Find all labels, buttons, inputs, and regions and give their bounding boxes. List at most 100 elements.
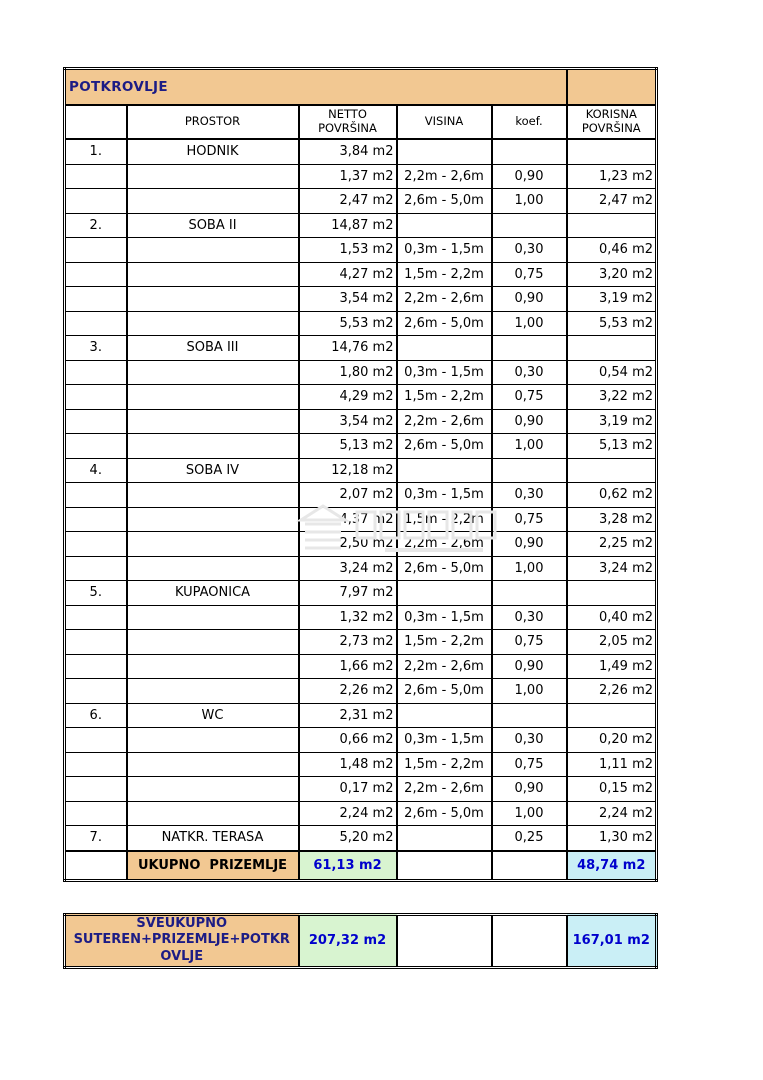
table-row: 1,32 m2 0,3m - 1,5m 0,30 0,40 m2	[63, 604, 658, 630]
cell-koef: 0,75	[490, 506, 568, 532]
cell-korisna: 3,22 m2	[565, 384, 658, 410]
cell-koef: 0,90	[490, 531, 568, 557]
cell-prostor	[125, 727, 300, 753]
cell-num: 1.	[63, 138, 128, 165]
table-row: 0,17 m2 2,2m - 2,6m 0,90 0,15 m2	[63, 776, 658, 802]
cell-koef: 0,30	[490, 482, 568, 508]
cell-korisna: 0,46 m2	[565, 237, 658, 263]
cell-prostor	[125, 604, 300, 630]
cell-num	[63, 653, 128, 679]
cell-korisna: 3,19 m2	[565, 408, 658, 434]
cell-koef: 1,00	[490, 188, 568, 214]
table-row: 5,53 m2 2,6m - 5,0m 1,00 5,53 m2	[63, 310, 658, 336]
cell-prostor	[125, 163, 300, 189]
grand-total-koef-empty	[490, 913, 568, 968]
table-row: 5. KUPAONICA 7,97 m2	[63, 580, 658, 606]
cell-korisna	[565, 580, 658, 606]
cell-koef	[490, 702, 568, 728]
cell-num	[63, 261, 128, 287]
cell-visina: 2,2m - 2,6m	[395, 776, 493, 802]
cell-visina: 2,6m - 5,0m	[395, 188, 493, 214]
cell-num	[63, 751, 128, 777]
table-row: 1,80 m2 0,3m - 1,5m 0,30 0,54 m2	[63, 359, 658, 385]
table-row: 2,50 m2 2,2m - 2,6m 0,90 2,25 m2	[63, 531, 658, 557]
table-row: 6. WC 2,31 m2	[63, 702, 658, 728]
area-calculation-sheet: POTKROVLJE PROSTOR NETTO POVRŠINA VISINA…	[63, 67, 659, 969]
cell-korisna	[565, 457, 658, 483]
cell-korisna	[565, 335, 658, 361]
table-row: 2,47 m2 2,6m - 5,0m 1,00 2,47 m2	[63, 188, 658, 214]
cell-netto: 2,26 m2	[297, 678, 398, 704]
cell-netto: 5,13 m2	[297, 433, 398, 459]
cell-netto: 14,76 m2	[297, 335, 398, 361]
cell-num	[63, 678, 128, 704]
cell-prostor: SOBA IV	[125, 457, 300, 483]
cell-visina: 2,6m - 5,0m	[395, 678, 493, 704]
cell-visina	[395, 580, 493, 606]
cell-netto: 2,50 m2	[297, 531, 398, 557]
cell-netto: 3,54 m2	[297, 408, 398, 434]
grand-total-korisna-value: 167,01 m2	[565, 913, 658, 968]
cell-koef: 0,90	[490, 653, 568, 679]
cell-prostor: HODNIK	[125, 138, 300, 165]
cell-korisna: 2,25 m2	[565, 531, 658, 557]
cell-num: 7.	[63, 825, 128, 851]
cell-koef: 0,90	[490, 776, 568, 802]
cell-korisna: 1,49 m2	[565, 653, 658, 679]
table-row: 2,07 m2 0,3m - 1,5m 0,30 0,62 m2	[63, 482, 658, 508]
table-row: 3,54 m2 2,2m - 2,6m 0,90 3,19 m2	[63, 286, 658, 312]
cell-koef: 1,00	[490, 678, 568, 704]
cell-netto: 3,24 m2	[297, 555, 398, 581]
cell-netto: 1,53 m2	[297, 237, 398, 263]
cell-visina: 2,2m - 2,6m	[395, 408, 493, 434]
cell-prostor	[125, 286, 300, 312]
cell-prostor	[125, 800, 300, 826]
cell-prostor	[125, 433, 300, 459]
potkrovlje-table: POTKROVLJE PROSTOR NETTO POVRŠINA VISINA…	[63, 67, 659, 882]
table-row: 7. NATKR. TERASA 5,20 m2 0,25 1,30 m2	[63, 825, 658, 851]
cell-korisna	[565, 702, 658, 728]
section-title-spacer	[565, 68, 658, 106]
cell-visina: 0,3m - 1,5m	[395, 237, 493, 263]
cell-prostor	[125, 506, 300, 532]
cell-num	[63, 555, 128, 581]
cell-korisna: 3,20 m2	[565, 261, 658, 287]
cell-prostor: KUPAONICA	[125, 580, 300, 606]
table-row: 2,26 m2 2,6m - 5,0m 1,00 2,26 m2	[63, 678, 658, 704]
table-row: 1,37 m2 2,2m - 2,6m 0,90 1,23 m2	[63, 163, 658, 189]
cell-korisna: 0,20 m2	[565, 727, 658, 753]
cell-num: 3.	[63, 335, 128, 361]
table-row: 3,24 m2 2,6m - 5,0m 1,00 3,24 m2	[63, 555, 658, 581]
cell-korisna: 0,62 m2	[565, 482, 658, 508]
cell-num	[63, 384, 128, 410]
cell-num	[63, 629, 128, 655]
cell-visina: 0,3m - 1,5m	[395, 727, 493, 753]
cell-visina	[395, 212, 493, 238]
cell-num	[63, 310, 128, 336]
table-row: 4,27 m2 1,5m - 2,2m 0,75 3,20 m2	[63, 261, 658, 287]
cell-koef: 0,90	[490, 163, 568, 189]
grand-total-table: SVEUKUPNO SUTEREN+PRIZEMLJE+POTKROVLJE 2…	[63, 912, 659, 969]
table-row: 4,37 m2 1,5m - 2,2m 0,75 3,28 m2	[63, 506, 658, 532]
total-row-empty-num	[63, 849, 128, 881]
grand-total-netto-value: 207,32 m2	[297, 913, 398, 968]
grand-total-row: SVEUKUPNO SUTEREN+PRIZEMLJE+POTKROVLJE 2…	[63, 913, 658, 968]
cell-netto: 3,54 m2	[297, 286, 398, 312]
cell-prostor	[125, 776, 300, 802]
cell-korisna	[565, 212, 658, 238]
column-header-korisna: KORISNA POVRŠINA	[565, 104, 658, 140]
cell-visina: 2,6m - 5,0m	[395, 433, 493, 459]
table-row: 2. SOBA II 14,87 m2	[63, 212, 658, 238]
cell-visina: 0,3m - 1,5m	[395, 604, 493, 630]
cell-koef: 0,30	[490, 604, 568, 630]
cell-prostor	[125, 751, 300, 777]
column-header-koef: koef.	[490, 104, 568, 140]
cell-num	[63, 163, 128, 189]
total-koef-empty	[490, 849, 568, 881]
cell-netto: 4,37 m2	[297, 506, 398, 532]
cell-visina	[395, 457, 493, 483]
cell-netto: 5,53 m2	[297, 310, 398, 336]
cell-prostor: SOBA III	[125, 335, 300, 361]
cell-num	[63, 776, 128, 802]
grand-total-visina-empty	[395, 913, 493, 968]
